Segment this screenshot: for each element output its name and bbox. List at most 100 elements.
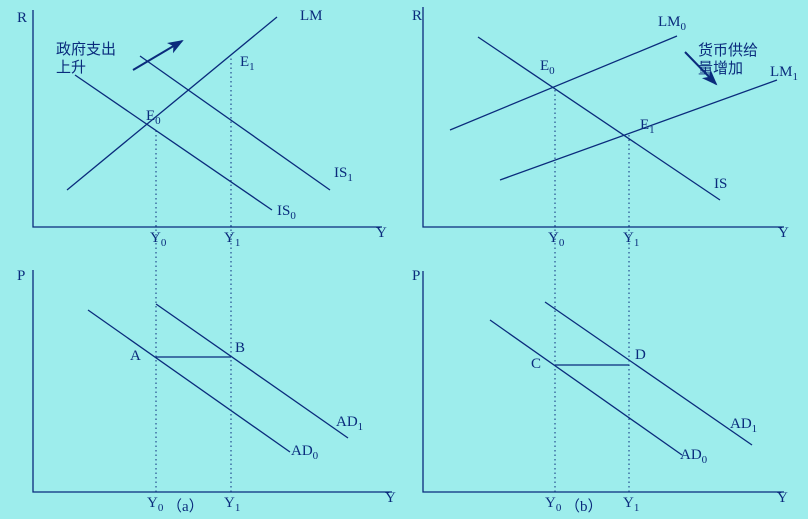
label-text: Y xyxy=(376,225,387,241)
label-text: LM xyxy=(658,14,681,30)
label-sub: 1 xyxy=(752,423,758,435)
label-text: E xyxy=(540,58,549,74)
label-sub: 0 xyxy=(559,237,565,249)
label-BR-P: P xyxy=(412,268,420,285)
label-BL-P: P xyxy=(17,268,25,285)
label-TR-Y1: Y1 xyxy=(623,230,639,249)
label-TL-Y0: Y0 xyxy=(150,230,166,249)
line-AD1 xyxy=(545,302,752,445)
label-text: C xyxy=(531,356,541,372)
label-TR-LM1: LM1 xyxy=(770,64,798,83)
label-TL-E0: E0 xyxy=(146,108,161,127)
label-text: P xyxy=(17,268,25,284)
label-text: Y xyxy=(147,495,158,511)
label-sub: 0 xyxy=(161,237,167,249)
label-TL-Y: Y xyxy=(376,225,387,242)
label-text: Y xyxy=(224,495,235,511)
label-text: LM xyxy=(300,8,323,24)
label-text: P xyxy=(412,268,420,284)
label-text: （b） xyxy=(565,499,603,515)
label-TL-LM: LM xyxy=(300,8,323,25)
label-text: IS xyxy=(714,176,727,192)
line-IS0 xyxy=(75,75,272,210)
label-BR-C: C xyxy=(531,356,541,373)
label-BR-Y: Y xyxy=(777,490,788,507)
label-TL-Y1: Y1 xyxy=(224,230,240,249)
label-sub: 1 xyxy=(235,502,241,514)
line-AD0 xyxy=(88,310,290,452)
label-TR-money2: 量增加 xyxy=(698,57,743,78)
label-BL-A: A xyxy=(130,348,141,365)
label-text: AD xyxy=(291,443,313,459)
label-TR-Y0: Y0 xyxy=(548,230,564,249)
label-TR-R: R xyxy=(412,8,422,25)
label-TL-E1: E1 xyxy=(240,54,255,73)
label-text: AD xyxy=(336,414,358,430)
label-text: LM xyxy=(770,64,793,80)
label-sub: 1 xyxy=(358,421,364,433)
label-text: Y xyxy=(548,230,559,246)
label-BR-Y0: Y0 xyxy=(545,495,561,514)
label-TR-E1: E1 xyxy=(640,117,655,136)
label-sub: 1 xyxy=(235,237,241,249)
label-sub: 1 xyxy=(634,237,640,249)
label-text: D xyxy=(635,347,646,363)
line-AD1 xyxy=(156,304,348,438)
label-BR-D: D xyxy=(635,347,646,364)
label-BL-a: （a） xyxy=(167,495,204,516)
label-BL-Y: Y xyxy=(385,490,396,507)
label-text: Y xyxy=(224,230,235,246)
line-IS xyxy=(478,37,720,200)
label-text: R xyxy=(412,8,422,24)
label-sub: 1 xyxy=(634,502,640,514)
label-BR-AD1: AD1 xyxy=(730,416,757,435)
label-BL-Y0: Y0 xyxy=(147,495,163,514)
line-arrow-gov xyxy=(133,41,182,70)
label-text: （a） xyxy=(167,499,204,515)
label-text: Y xyxy=(150,230,161,246)
label-text: AD xyxy=(730,416,752,432)
label-BL-AD1: AD1 xyxy=(336,414,363,433)
label-text: Y xyxy=(385,490,396,506)
axis-BR xyxy=(423,271,784,492)
label-TR-IS: IS xyxy=(714,176,727,193)
label-text: E xyxy=(146,108,155,124)
label-sub: 0 xyxy=(549,65,555,77)
label-TR-Y: Y xyxy=(778,225,789,242)
diagram-svg xyxy=(0,0,808,519)
label-sub: 0 xyxy=(290,210,296,222)
label-BL-B: B xyxy=(235,340,245,357)
label-sub: 0 xyxy=(158,502,164,514)
label-TL-R: R xyxy=(17,10,27,27)
label-text: 量增加 xyxy=(698,61,743,77)
label-text: E xyxy=(640,117,649,133)
label-TL-IS1: IS1 xyxy=(334,165,353,184)
label-text: Y xyxy=(623,230,634,246)
label-text: 上升 xyxy=(56,60,86,76)
label-text: IS xyxy=(277,203,290,219)
label-TL-IS0: IS0 xyxy=(277,203,296,222)
label-text: Y xyxy=(778,225,789,241)
label-BR-AD0: AD0 xyxy=(680,447,707,466)
label-BR-b: （b） xyxy=(565,495,603,516)
label-text: R xyxy=(17,10,27,26)
line-LM0 xyxy=(450,36,677,130)
label-text: Y xyxy=(545,495,556,511)
label-sub: 0 xyxy=(556,502,562,514)
label-text: B xyxy=(235,340,245,356)
label-sub: 0 xyxy=(702,454,708,466)
label-TR-LM0: LM0 xyxy=(658,14,686,33)
label-text: IS xyxy=(334,165,347,181)
axis-BL xyxy=(33,270,392,492)
label-BL-AD0: AD0 xyxy=(291,443,318,462)
label-sub: 1 xyxy=(793,71,799,83)
line-LM1 xyxy=(500,80,777,180)
line-AD0 xyxy=(490,320,682,455)
label-text: Y xyxy=(777,490,788,506)
label-sub: 1 xyxy=(649,124,655,136)
label-text: E xyxy=(240,54,249,70)
label-sub: 1 xyxy=(249,61,255,73)
label-BR-Y1: Y1 xyxy=(623,495,639,514)
label-text: A xyxy=(130,348,141,364)
label-sub: 0 xyxy=(155,115,161,127)
